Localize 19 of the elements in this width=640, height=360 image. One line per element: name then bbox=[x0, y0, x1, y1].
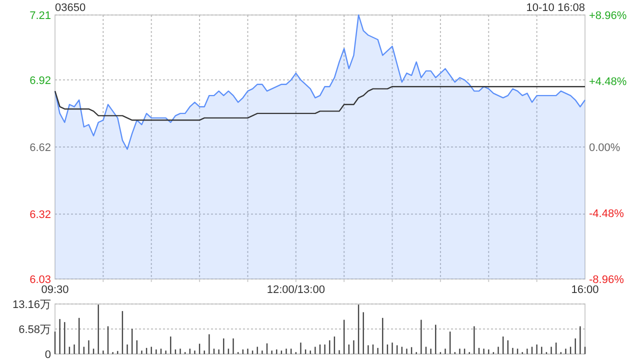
y-tick-label: 7.21 bbox=[30, 10, 51, 22]
y2-tick-label: -8.96% bbox=[589, 274, 624, 286]
y-tick-label: 0 bbox=[44, 349, 51, 360]
y2-tick-label: -4.48% bbox=[589, 208, 624, 220]
y2-tick-label: +4.48% bbox=[589, 76, 627, 88]
y-tick-label: 13.16万 bbox=[12, 299, 51, 311]
x-tick-label: 09:30 bbox=[41, 284, 69, 296]
line-series bbox=[54, 86, 586, 121]
chart-title: 03650 bbox=[55, 2, 86, 14]
text: 10-10 16:08 bbox=[526, 2, 585, 14]
x-tick-label: 12:00/13:00 bbox=[266, 284, 325, 296]
y-tick-label: 6.32 bbox=[30, 209, 51, 222]
y-tick-label: 6.62 bbox=[30, 142, 51, 154]
y-tick-label: 6.03 bbox=[30, 274, 51, 286]
y-tick-label: 6.58万 bbox=[18, 324, 51, 336]
y2-tick-label: +8.96% bbox=[589, 10, 627, 22]
y2-tick-label: 0.00% bbox=[589, 142, 620, 154]
x-tick-label: 16:00 bbox=[571, 284, 599, 296]
y-tick-label: 6.92 bbox=[30, 74, 51, 87]
